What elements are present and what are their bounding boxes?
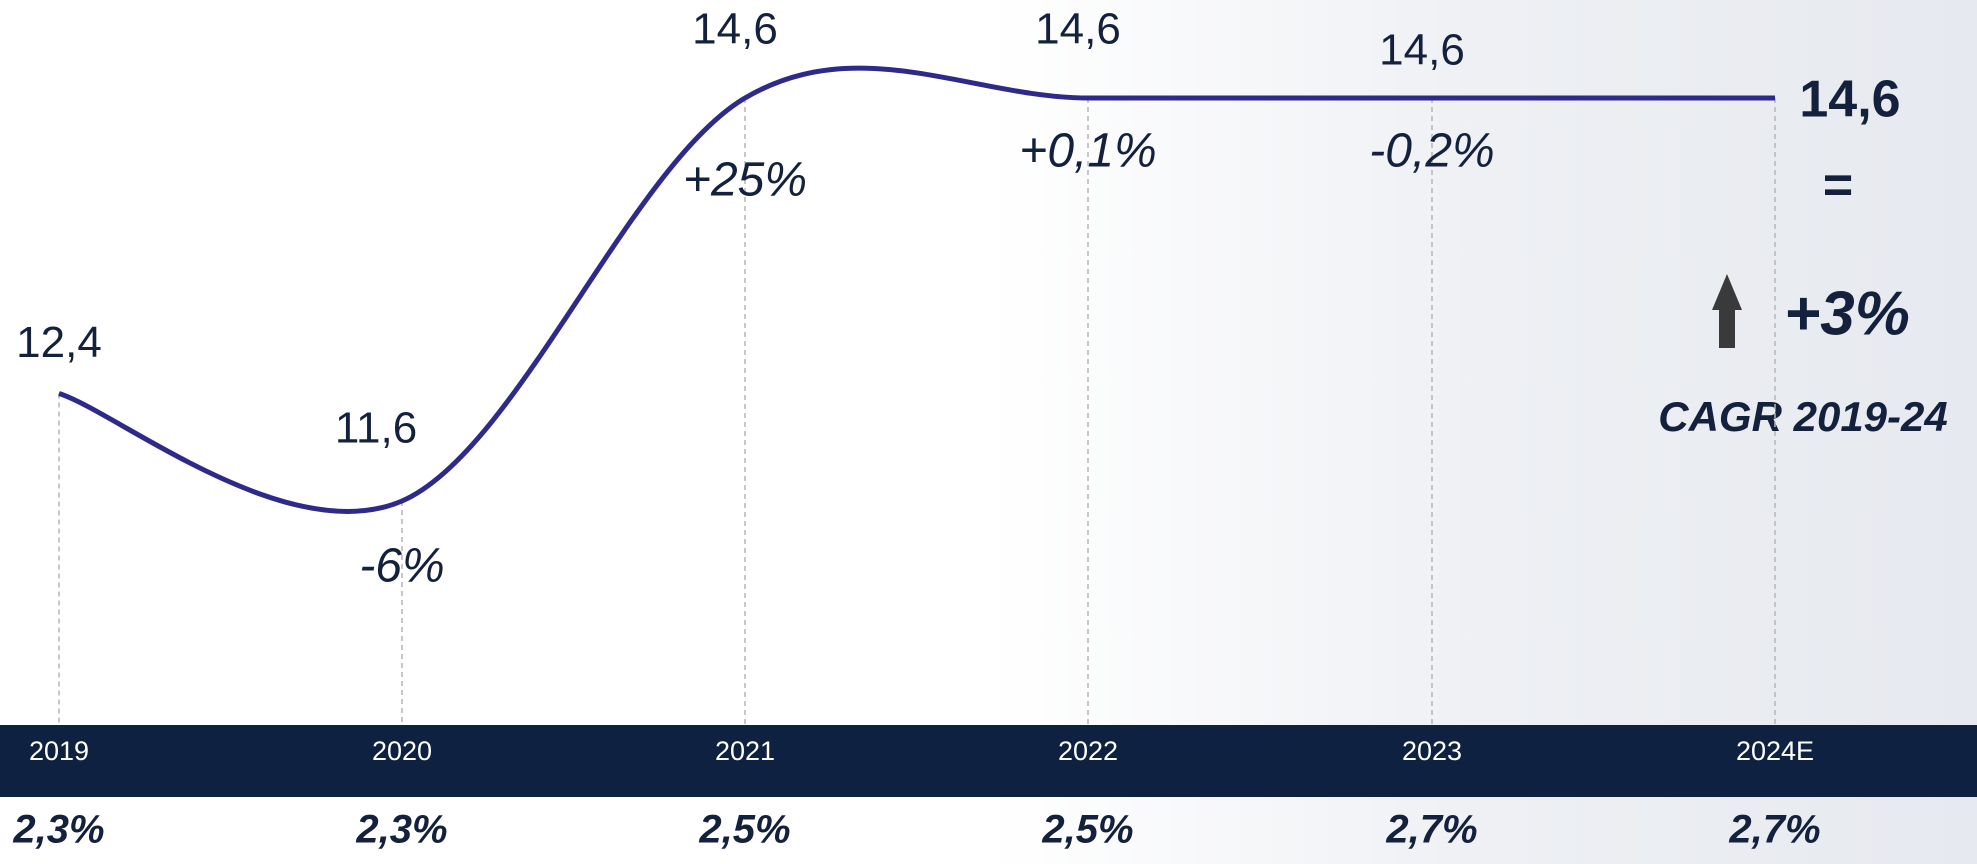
value-label: 14,6 (1035, 5, 1121, 54)
x-tick-label: 2019 (29, 736, 89, 766)
cagr-label: CAGR 2019-24 (1658, 393, 1947, 440)
x-tick-label: 2024E (1736, 736, 1814, 766)
growth-label: -6% (359, 540, 444, 593)
growth-label: +25% (683, 154, 807, 207)
bottom-row-label: 2,3% (355, 808, 447, 852)
value-label: 12,4 (16, 318, 102, 367)
x-tick-label: 2021 (715, 736, 775, 766)
x-tick-label: 2020 (372, 736, 432, 766)
growth-label: -0,2% (1369, 125, 1494, 178)
bottom-row-label: 2,3% (12, 808, 104, 852)
value-label-final: 14,6 (1799, 71, 1900, 129)
value-label: 14,6 (1379, 26, 1465, 75)
x-tick-label: 2023 (1402, 736, 1462, 766)
bottom-row-label: 2,5% (698, 808, 790, 852)
year-band (0, 725, 1977, 797)
chart: = +3% CAGR 2019-24 2019 2,3% 2020 2,3% 2021 2… (0, 0, 1977, 864)
bottom-row-label: 2,5% (1041, 808, 1133, 852)
cagr-value: +3% (1784, 279, 1910, 348)
value-label: 11,6 (335, 404, 417, 453)
value-label: 14,6 (692, 5, 778, 54)
bottom-row-label: 2,7% (1385, 808, 1477, 852)
bottom-row-label: 2,7% (1728, 808, 1820, 852)
equal-sign: = (1822, 157, 1852, 215)
page: {"chart_data": {"type": "line", "categor… (0, 0, 1977, 864)
x-tick-label: 2022 (1058, 736, 1118, 766)
growth-label: +0,1% (1019, 125, 1156, 178)
